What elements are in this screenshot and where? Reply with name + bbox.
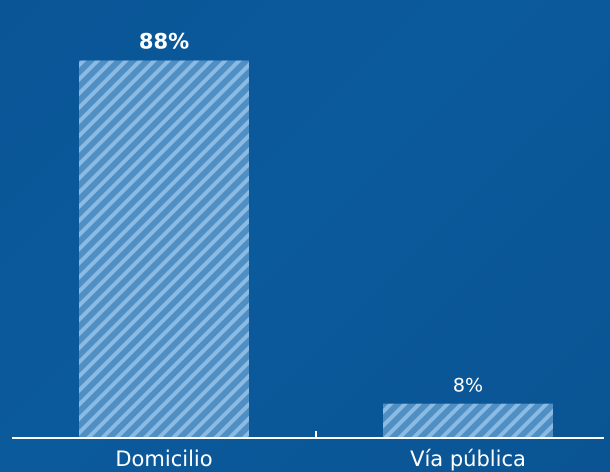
value-label-0: 88%	[139, 29, 189, 53]
bar-0	[79, 60, 249, 438]
bars-layer	[79, 60, 553, 438]
labels-layer: 88% Domicilio 8% Vía pública	[115, 29, 526, 471]
category-label-0: Domicilio	[115, 447, 212, 471]
category-label-1: Vía pública	[410, 447, 526, 471]
value-label-1: 8%	[453, 375, 483, 397]
bar-1	[383, 403, 553, 438]
